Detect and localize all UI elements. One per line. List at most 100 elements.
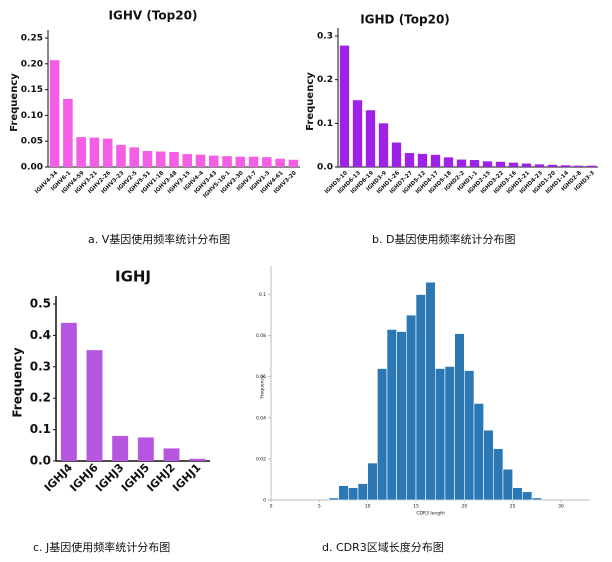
y-tick-label: 0.02 (256, 456, 266, 462)
bar (339, 45, 350, 167)
x-tick-label: IGHJ1 (170, 461, 203, 494)
chart-title: IGHJ (115, 268, 151, 286)
y-tick-label: 0.10 (21, 111, 43, 121)
x-tick-label: 5 (318, 504, 321, 510)
x-tick-label: 20 (461, 504, 467, 510)
bar (456, 159, 467, 167)
bar (63, 98, 73, 167)
y-axis-label: Frequency (11, 347, 25, 417)
x-axis-label: CDR3 length (416, 511, 445, 517)
bar (560, 165, 571, 167)
y-tick-label: 0.25 (21, 34, 43, 44)
histogram-bar (357, 483, 368, 501)
x-tick-label: IGHJ3 (93, 461, 126, 494)
y-tick-label: 0.08 (256, 333, 266, 339)
chart-title: IGHV (Top20) (109, 9, 198, 23)
bar (116, 144, 126, 167)
y-tick-label: 0.3 (317, 32, 333, 42)
bar (275, 158, 285, 167)
caption: c. J基因使用频率统计分布图 (33, 540, 170, 554)
caption: b. D基因使用频率统计分布图 (372, 232, 515, 246)
y-tick-label: 0 (263, 498, 266, 504)
x-tick-label: 10 (365, 504, 371, 510)
histogram-bar (502, 468, 513, 501)
bar (482, 161, 493, 167)
histogram-bar (386, 329, 397, 501)
bar (86, 350, 103, 461)
histogram-bar (406, 314, 417, 501)
y-tick-label: 0.4 (30, 328, 51, 342)
histogram-bar (415, 294, 426, 501)
bar (129, 147, 139, 167)
x-tick-label: 15 (413, 504, 419, 510)
bar (586, 165, 597, 167)
bar (49, 60, 60, 167)
y-tick-label: 0.0 (30, 454, 51, 468)
bar (137, 437, 154, 461)
bar (534, 164, 545, 167)
histogram-bar (328, 497, 339, 501)
x-tick-label: 25 (510, 504, 516, 510)
bar (142, 151, 153, 167)
bar (209, 155, 219, 167)
y-tick-label: 0.1 (30, 422, 51, 436)
bar (573, 165, 584, 167)
bar (443, 157, 454, 167)
histogram-bar (396, 331, 407, 501)
histogram-bar (444, 366, 455, 501)
bar (495, 161, 506, 167)
histogram-bar (493, 448, 504, 501)
y-tick-label: 0.00 (21, 163, 43, 173)
histogram-bar (454, 333, 465, 501)
bar (102, 138, 113, 167)
y-tick-label: 0.0 (317, 163, 333, 173)
histogram-bar (425, 281, 436, 501)
y-tick-label: 0.3 (30, 359, 51, 373)
bar (391, 142, 402, 167)
x-tick-label: 0 (270, 504, 273, 510)
y-axis-label: Frequency (9, 73, 20, 132)
y-tick-label: 0.5 (30, 297, 51, 311)
caption: d. CDR3区域长度分布图 (322, 540, 444, 554)
histogram-bar (348, 487, 359, 501)
bar (378, 123, 389, 167)
bar (60, 322, 77, 461)
y-tick-label: 0.2 (30, 391, 51, 405)
histogram-bar (464, 370, 475, 501)
y-tick-label: 0.06 (256, 374, 266, 380)
y-axis-label: Frequency (260, 375, 266, 399)
bar (222, 156, 232, 167)
y-axis-label: Frequency (305, 72, 316, 131)
bar (352, 100, 363, 167)
y-tick-label: 0.04 (256, 415, 266, 421)
histogram-bar (483, 429, 494, 501)
y-tick-label: 0.15 (21, 85, 43, 95)
y-tick-label: 0.1 (259, 292, 266, 298)
bar (469, 160, 480, 167)
bar (262, 157, 272, 167)
bar (365, 110, 376, 167)
bar (163, 448, 180, 461)
y-tick-label: 0.2 (317, 75, 333, 85)
caption: a. V基因使用频率统计分布图 (88, 232, 230, 246)
bar (189, 458, 206, 461)
bar (404, 153, 415, 167)
bar (248, 156, 259, 167)
bar (169, 152, 179, 167)
histogram-bar (531, 497, 542, 501)
bar (547, 164, 558, 167)
histogram-bar (512, 487, 523, 501)
y-tick-label: 0.1 (317, 119, 333, 129)
bar (155, 151, 166, 167)
histogram-bar (367, 462, 378, 501)
bar (195, 154, 206, 167)
bar (89, 137, 100, 167)
bar (508, 162, 519, 167)
bar (288, 159, 299, 167)
y-tick-label: 0.20 (21, 59, 43, 69)
y-tick-label: 0.05 (21, 137, 43, 147)
bar (182, 154, 193, 167)
bar (417, 153, 428, 167)
histogram-bar (377, 368, 388, 501)
